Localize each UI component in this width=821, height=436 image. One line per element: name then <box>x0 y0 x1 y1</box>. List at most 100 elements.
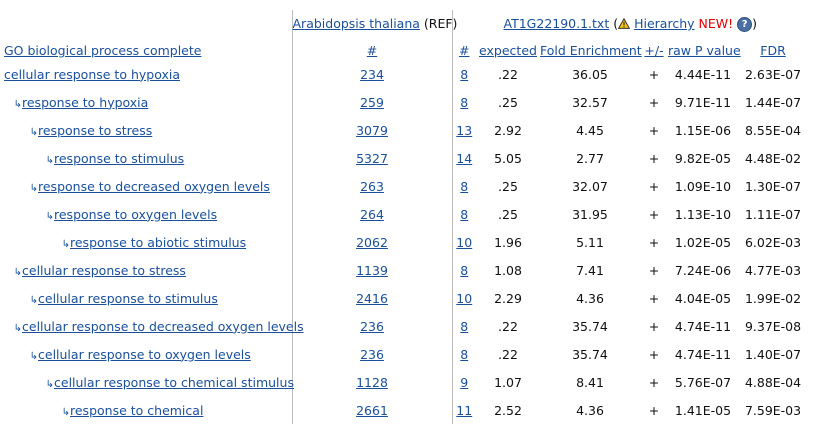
go-term-link[interactable]: response to chemical <box>70 402 204 418</box>
fold-enrichment-value: 5.11 <box>576 234 604 250</box>
go-term-link[interactable]: response to stress <box>38 122 153 138</box>
expected-value: .22 <box>498 66 518 82</box>
fdr-value: 1.30E-07 <box>744 178 802 194</box>
raw-p-value: 1.09E-10 <box>674 178 732 194</box>
table-row: ↳response to oxygen levels 264 8 .25 31.95 +1… <box>0 200 808 228</box>
fdr-value: 1.11E-07 <box>744 206 802 222</box>
fold-enrichment-value: 7.41 <box>576 262 604 278</box>
go-term-link[interactable]: cellular response to stress <box>22 262 186 278</box>
sign-value: + <box>648 234 660 250</box>
tree-arrow-icon: ↳ <box>29 126 38 138</box>
count-link[interactable]: 14 <box>456 150 473 166</box>
tree-arrow-icon: ↳ <box>45 154 54 166</box>
ref-count-link[interactable]: 236 <box>360 346 384 362</box>
raw-p-column-header[interactable]: raw P value <box>668 43 741 58</box>
new-badge: NEW! <box>698 16 734 31</box>
go-term-link[interactable]: response to hypoxia <box>22 94 149 110</box>
fdr-value: 1.99E-02 <box>744 290 802 306</box>
open-paren: ( <box>613 16 619 31</box>
ref-count-link[interactable]: 236 <box>360 318 384 334</box>
tree-arrow-icon: ↳ <box>45 378 54 390</box>
count-link[interactable]: 8 <box>460 206 469 222</box>
raw-p-value: 9.71E-11 <box>674 94 732 110</box>
count-link[interactable]: 8 <box>460 262 469 278</box>
ref-count-link[interactable]: 1128 <box>356 374 388 390</box>
count-link[interactable]: 8 <box>460 318 469 334</box>
fdr-value: 4.88E-04 <box>744 374 802 390</box>
raw-p-value: 1.02E-05 <box>674 234 732 250</box>
fdr-value: 1.44E-07 <box>744 94 802 110</box>
results-body: cellular response to hypoxia 234 8 .22 36.05… <box>0 60 808 424</box>
table-row: ↳cellular response to stress 1139 8 1.08 7.4… <box>0 256 808 284</box>
count-link[interactable]: 10 <box>456 290 473 306</box>
expected-value: 1.96 <box>494 234 522 250</box>
ref-count-link[interactable]: 259 <box>360 94 384 110</box>
sign-value: + <box>648 318 660 334</box>
count-link[interactable]: 8 <box>460 94 469 110</box>
ref-count-link[interactable]: 264 <box>360 206 384 222</box>
ref-count-link[interactable]: 2661 <box>356 402 388 418</box>
count-column-header[interactable]: # <box>459 43 470 58</box>
tree-arrow-icon: ↳ <box>29 350 38 362</box>
ref-count-link[interactable]: 3079 <box>356 122 388 138</box>
tree-arrow-icon: ↳ <box>13 266 22 278</box>
tree-arrow-icon: ↳ <box>61 406 70 418</box>
ref-count-column-header[interactable]: # <box>366 43 378 58</box>
ref-organism-link[interactable]: Arabidopsis thaliana <box>292 16 420 31</box>
fold-enrichment-value: 4.36 <box>576 402 604 418</box>
ref-count-link[interactable]: 234 <box>360 66 384 82</box>
table-row: ↳cellular response to stimulus 2416 10 2.29… <box>0 284 808 312</box>
expected-value: .25 <box>498 206 518 222</box>
go-term-link[interactable]: response to decreased oxygen levels <box>38 178 270 194</box>
upload-list-header: AT1G22190.1.txt ( Hierarchy NEW! ?) <box>451 10 809 42</box>
fold-enrichment-value: 4.36 <box>576 290 604 306</box>
raw-p-value: 1.41E-05 <box>674 402 732 418</box>
hierarchy-link[interactable]: Hierarchy <box>634 16 695 31</box>
help-icon[interactable]: ? <box>737 17 753 32</box>
count-link[interactable]: 13 <box>456 122 473 138</box>
expected-value: 1.08 <box>494 262 522 278</box>
count-link[interactable]: 8 <box>460 178 469 194</box>
count-link[interactable]: 8 <box>460 66 469 82</box>
expected-value: 2.92 <box>494 122 522 138</box>
go-term-link[interactable]: cellular response to chemical stimulus <box>54 374 294 390</box>
ref-count-link[interactable]: 1139 <box>356 262 388 278</box>
fold-enrichment-value: 31.95 <box>572 206 608 222</box>
ref-count-link[interactable]: 5327 <box>356 150 388 166</box>
raw-p-value: 1.13E-10 <box>674 206 732 222</box>
tree-arrow-icon: ↳ <box>13 98 22 110</box>
fdr-column-header[interactable]: FDR <box>760 43 786 58</box>
table-row: ↳response to stimulus 5327 14 5.05 2.77 +9.82… <box>0 144 808 172</box>
ref-count-link[interactable]: 2062 <box>356 234 388 250</box>
count-link[interactable]: 11 <box>456 402 473 418</box>
fdr-value: 4.77E-03 <box>744 262 802 278</box>
tree-arrow-icon: ↳ <box>29 294 38 306</box>
fold-enrichment-value: 32.57 <box>572 94 608 110</box>
count-link[interactable]: 9 <box>460 374 469 390</box>
go-term-link[interactable]: cellular response to decreased oxygen le… <box>22 318 304 334</box>
go-term-link[interactable]: response to stimulus <box>54 150 185 166</box>
sign-column-header[interactable]: +/- <box>644 43 664 58</box>
go-term-link[interactable]: cellular response to stimulus <box>38 290 218 306</box>
expected-value: 2.29 <box>494 290 522 306</box>
ref-count-link[interactable]: 2416 <box>356 290 388 306</box>
go-term-link[interactable]: response to oxygen levels <box>54 206 218 222</box>
go-term-link[interactable]: cellular response to hypoxia <box>4 66 180 82</box>
raw-p-value: 7.24E-06 <box>674 262 732 278</box>
sign-value: + <box>648 122 660 138</box>
go-term-column-header[interactable]: GO biological process complete <box>4 43 202 58</box>
fdr-value: 2.63E-07 <box>744 66 802 82</box>
ref-count-link[interactable]: 263 <box>360 178 384 194</box>
upload-file-link[interactable]: AT1G22190.1.txt <box>503 16 610 31</box>
go-term-link[interactable]: response to abiotic stimulus <box>70 234 247 250</box>
table-row: cellular response to hypoxia 234 8 .22 36.05… <box>0 60 808 88</box>
fold-enrichment-column-header[interactable]: Fold Enrichment <box>540 43 642 58</box>
raw-p-value: 4.74E-11 <box>674 318 732 334</box>
table-row: ↳response to abiotic stimulus 2062 10 1.96 5… <box>0 228 808 256</box>
count-link[interactable]: 10 <box>456 234 473 250</box>
go-term-link[interactable]: cellular response to oxygen levels <box>38 346 251 362</box>
count-link[interactable]: 8 <box>460 346 469 362</box>
expected-column-header[interactable]: expected <box>479 43 537 58</box>
fold-enrichment-value: 35.74 <box>572 318 608 334</box>
